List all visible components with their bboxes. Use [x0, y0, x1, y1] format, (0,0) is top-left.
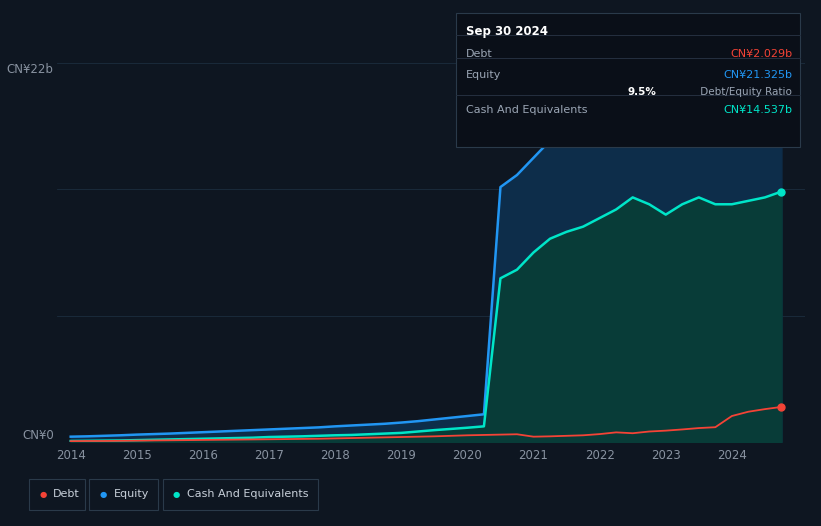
Text: Equity: Equity — [466, 70, 502, 80]
Text: CN¥14.537b: CN¥14.537b — [723, 105, 792, 115]
Text: ●: ● — [173, 490, 180, 499]
Text: ●: ● — [39, 490, 46, 499]
Text: Cash And Equivalents: Cash And Equivalents — [187, 489, 309, 500]
Text: Sep 30 2024: Sep 30 2024 — [466, 25, 548, 38]
Text: Debt/Equity Ratio: Debt/Equity Ratio — [697, 87, 792, 97]
Text: ●: ● — [100, 490, 107, 499]
Text: CN¥0: CN¥0 — [22, 429, 53, 442]
Text: CN¥2.029b: CN¥2.029b — [730, 49, 792, 59]
Text: CN¥21.325b: CN¥21.325b — [723, 70, 792, 80]
Text: 9.5%: 9.5% — [628, 87, 657, 97]
Text: Equity: Equity — [114, 489, 149, 500]
Text: Cash And Equivalents: Cash And Equivalents — [466, 105, 588, 115]
Text: Debt: Debt — [466, 49, 493, 59]
Text: CN¥22b: CN¥22b — [7, 63, 53, 76]
Text: Debt: Debt — [53, 489, 80, 500]
